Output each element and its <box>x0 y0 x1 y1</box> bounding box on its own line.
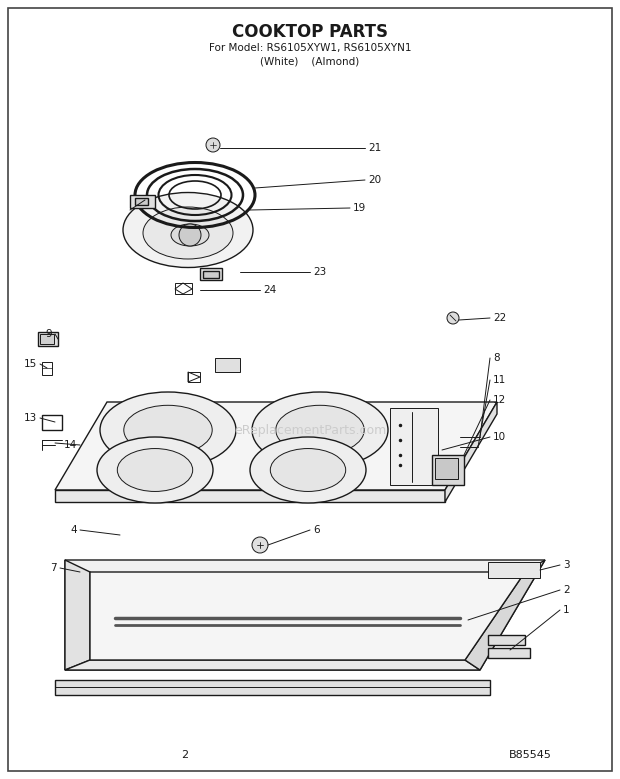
Text: B85545: B85545 <box>508 750 551 760</box>
Text: 2: 2 <box>182 750 188 760</box>
Polygon shape <box>488 648 530 658</box>
Polygon shape <box>135 198 148 205</box>
Polygon shape <box>55 680 490 695</box>
Text: 1: 1 <box>563 605 570 615</box>
Polygon shape <box>90 572 525 660</box>
Text: 7: 7 <box>50 563 57 573</box>
Text: COOKTOP PARTS: COOKTOP PARTS <box>232 23 388 41</box>
Circle shape <box>252 537 268 553</box>
Text: 13: 13 <box>24 413 37 423</box>
Text: 2: 2 <box>563 585 570 595</box>
Ellipse shape <box>276 405 364 455</box>
Polygon shape <box>65 660 480 670</box>
Polygon shape <box>65 560 545 670</box>
Polygon shape <box>465 560 545 670</box>
Polygon shape <box>38 332 58 346</box>
Text: 12: 12 <box>493 395 507 405</box>
Polygon shape <box>488 562 540 578</box>
Polygon shape <box>203 271 219 278</box>
Ellipse shape <box>252 392 388 468</box>
Polygon shape <box>40 334 54 344</box>
Polygon shape <box>435 458 458 479</box>
Text: eReplacementParts.com: eReplacementParts.com <box>234 424 386 436</box>
Polygon shape <box>445 402 497 502</box>
Circle shape <box>206 138 220 152</box>
Text: 22: 22 <box>493 313 507 323</box>
Text: 14: 14 <box>64 440 77 450</box>
Polygon shape <box>390 408 438 485</box>
Text: 4: 4 <box>71 525 77 535</box>
Text: 9: 9 <box>45 329 52 339</box>
Text: 23: 23 <box>313 267 326 277</box>
Polygon shape <box>432 455 464 485</box>
Text: 20: 20 <box>368 175 381 185</box>
Polygon shape <box>55 490 445 502</box>
Ellipse shape <box>250 437 366 503</box>
Ellipse shape <box>124 405 212 455</box>
Circle shape <box>179 224 201 246</box>
Polygon shape <box>55 402 497 490</box>
Polygon shape <box>130 195 155 208</box>
Polygon shape <box>200 268 222 280</box>
Text: 15: 15 <box>24 359 37 369</box>
Ellipse shape <box>117 449 193 492</box>
Ellipse shape <box>171 224 209 246</box>
Polygon shape <box>215 358 240 372</box>
Ellipse shape <box>270 449 346 492</box>
Text: 10: 10 <box>493 432 506 442</box>
Text: 6: 6 <box>313 525 320 535</box>
Ellipse shape <box>97 437 213 503</box>
Text: 24: 24 <box>263 285 277 295</box>
Text: 8: 8 <box>493 353 500 363</box>
Circle shape <box>447 312 459 324</box>
Text: (White)    (Almond): (White) (Almond) <box>260 56 360 66</box>
Ellipse shape <box>100 392 236 468</box>
Polygon shape <box>488 635 525 645</box>
Ellipse shape <box>123 192 253 267</box>
Text: 21: 21 <box>368 143 381 153</box>
Text: 3: 3 <box>563 560 570 570</box>
Text: 19: 19 <box>353 203 366 213</box>
Polygon shape <box>65 560 90 670</box>
Text: 11: 11 <box>493 375 507 385</box>
Ellipse shape <box>143 207 233 259</box>
Text: For Model: RS6105XYW1, RS6105XYN1: For Model: RS6105XYW1, RS6105XYN1 <box>209 43 411 53</box>
